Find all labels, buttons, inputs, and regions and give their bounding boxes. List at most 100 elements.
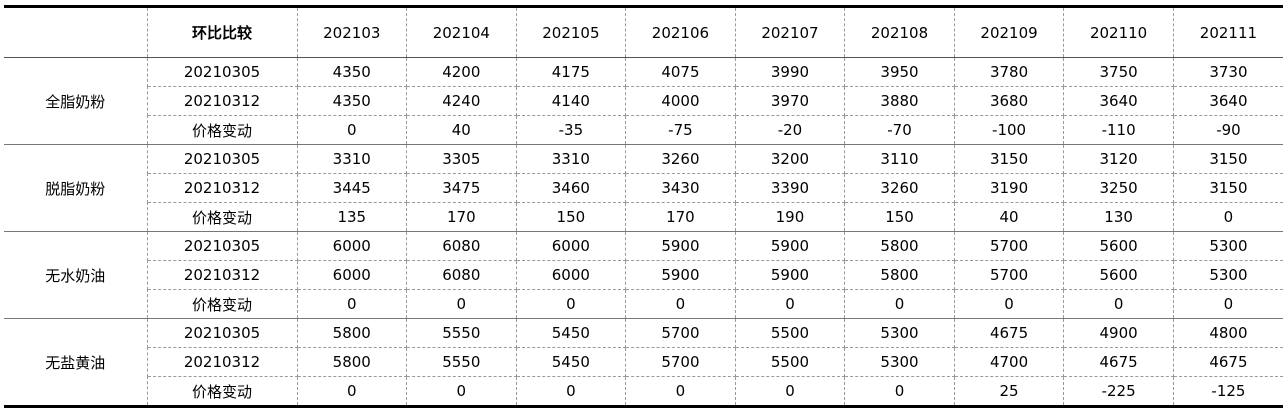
row-label: 20210312 <box>147 86 298 116</box>
value-cell: 5900 <box>734 260 846 290</box>
value-cell: 5300 <box>1172 231 1283 261</box>
value-cell: 0 <box>296 289 408 319</box>
value-cell: 6000 <box>515 231 627 261</box>
value-cell: 150 <box>844 202 955 232</box>
value-cell: -20 <box>734 115 846 145</box>
group-name: 脱脂奶粉 <box>4 144 148 232</box>
value-cell: 0 <box>1172 202 1283 232</box>
value-cell: 40 <box>406 115 517 145</box>
value-cell: 6080 <box>406 231 517 261</box>
group-name: 全脂奶粉 <box>4 57 148 145</box>
value-cell: -35 <box>515 115 627 145</box>
value-cell: 150 <box>515 202 627 232</box>
row-label: 20210305 <box>146 144 298 174</box>
month-header: 202103 <box>296 6 408 58</box>
value-cell: 3475 <box>406 173 517 203</box>
value-cell: 25 <box>953 376 1065 407</box>
value-cell: 3305 <box>406 144 517 174</box>
value-cell: -110 <box>1063 115 1174 145</box>
value-cell: 3200 <box>734 144 846 174</box>
month-header: 202108 <box>844 6 955 58</box>
value-cell: 3260 <box>844 173 955 203</box>
row-label: 20210312 <box>147 173 298 203</box>
value-cell: 0 <box>296 115 408 145</box>
value-cell: 4175 <box>515 57 627 87</box>
value-cell: 3110 <box>844 144 955 174</box>
value-cell: 3990 <box>734 57 846 87</box>
value-cell: 3310 <box>515 144 627 174</box>
month-header: 202111 <box>1172 6 1283 58</box>
value-cell: 4675 <box>1063 347 1174 377</box>
month-header: 202109 <box>953 6 1065 58</box>
value-cell: 4000 <box>625 86 736 116</box>
value-cell: 4675 <box>1172 347 1283 377</box>
value-cell: 4240 <box>406 86 517 116</box>
row-label: 20210305 <box>146 318 298 348</box>
row-label: 20210305 <box>146 57 298 87</box>
value-cell: 3150 <box>1172 144 1283 174</box>
value-cell: 0 <box>406 376 517 407</box>
value-cell: 6000 <box>515 260 627 290</box>
value-cell: 6080 <box>406 260 517 290</box>
value-cell: 4140 <box>515 86 627 116</box>
value-cell: 5500 <box>734 347 846 377</box>
value-cell: 0 <box>625 376 736 407</box>
value-cell: -100 <box>953 115 1065 145</box>
value-cell: 5600 <box>1063 260 1174 290</box>
value-cell: 3190 <box>953 173 1065 203</box>
value-cell: 0 <box>844 289 955 319</box>
value-cell: 5800 <box>844 231 955 261</box>
value-cell: 5550 <box>406 318 517 348</box>
month-header: 202110 <box>1063 6 1174 58</box>
corner-cell <box>4 6 148 58</box>
data-row: 脱脂奶粉 20210305 3310 3305 3310 3260 3200 3110 3150… <box>4 144 1283 232</box>
value-cell: 3970 <box>734 86 846 116</box>
value-cell: 5700 <box>625 318 736 348</box>
value-cell: 3640 <box>1172 86 1283 116</box>
value-cell: 0 <box>1063 289 1174 319</box>
value-cell: 40 <box>953 202 1065 232</box>
table-body: 环比比较 202103 202104 202105 202106 202107 20210… <box>4 6 1283 407</box>
data-row: 价格变动 0 40 -35 -75 -20 -70 -100 -110 -90 <box>4 115 1283 145</box>
value-cell: -125 <box>1172 376 1283 407</box>
value-cell: 3750 <box>1063 57 1174 87</box>
data-row: 价格变动 0 0 0 0 0 0 25 -225 -125 <box>4 376 1283 407</box>
value-cell: 3640 <box>1063 86 1174 116</box>
value-cell: 5450 <box>515 347 627 377</box>
value-cell: 135 <box>296 202 408 232</box>
row-label: 20210305 <box>146 231 298 261</box>
row-label: 价格变动 <box>147 115 298 145</box>
value-cell: 3950 <box>844 57 955 87</box>
value-cell: 5900 <box>734 231 846 261</box>
value-cell: 3120 <box>1063 144 1174 174</box>
value-cell: 4675 <box>953 318 1065 348</box>
data-row: 无水奶油 20210305 6000 6080 6000 5900 5900 5800 5700… <box>4 231 1283 319</box>
value-cell: 0 <box>406 289 517 319</box>
value-cell: 0 <box>515 376 627 407</box>
data-row: 20210312 6000 6080 6000 5900 5900 5800 5700 5600… <box>4 260 1283 290</box>
value-cell: 3880 <box>844 86 955 116</box>
value-cell: 190 <box>734 202 846 232</box>
price-table: 环比比较 202103 202104 202105 202106 202107 20210… <box>4 5 1283 408</box>
data-row: 20210312 3445 3475 3460 3430 3390 3260 3190 3250… <box>4 173 1283 203</box>
row-label: 价格变动 <box>147 376 298 407</box>
data-row: 全脂奶粉 20210305 4350 4200 4175 4075 3990 3950 3780… <box>4 57 1283 145</box>
value-cell: 3780 <box>953 57 1065 87</box>
value-cell: 3680 <box>953 86 1065 116</box>
value-cell: 5700 <box>953 231 1065 261</box>
month-header: 202107 <box>734 6 846 58</box>
group-name: 无水奶油 <box>4 231 148 319</box>
value-cell: 5800 <box>296 318 408 348</box>
value-cell: 3150 <box>953 144 1065 174</box>
value-cell: 4200 <box>406 57 517 87</box>
value-cell: -70 <box>844 115 955 145</box>
value-cell: 5550 <box>406 347 517 377</box>
value-cell: 3150 <box>1172 173 1283 203</box>
value-cell: 5800 <box>844 260 955 290</box>
value-cell: 6000 <box>296 260 408 290</box>
value-cell: 4075 <box>625 57 736 87</box>
header-row: 环比比较 202103 202104 202105 202106 202107 20210… <box>4 6 1283 58</box>
value-cell: 5700 <box>625 347 736 377</box>
value-cell: 0 <box>1172 289 1283 319</box>
value-cell: 4700 <box>953 347 1065 377</box>
